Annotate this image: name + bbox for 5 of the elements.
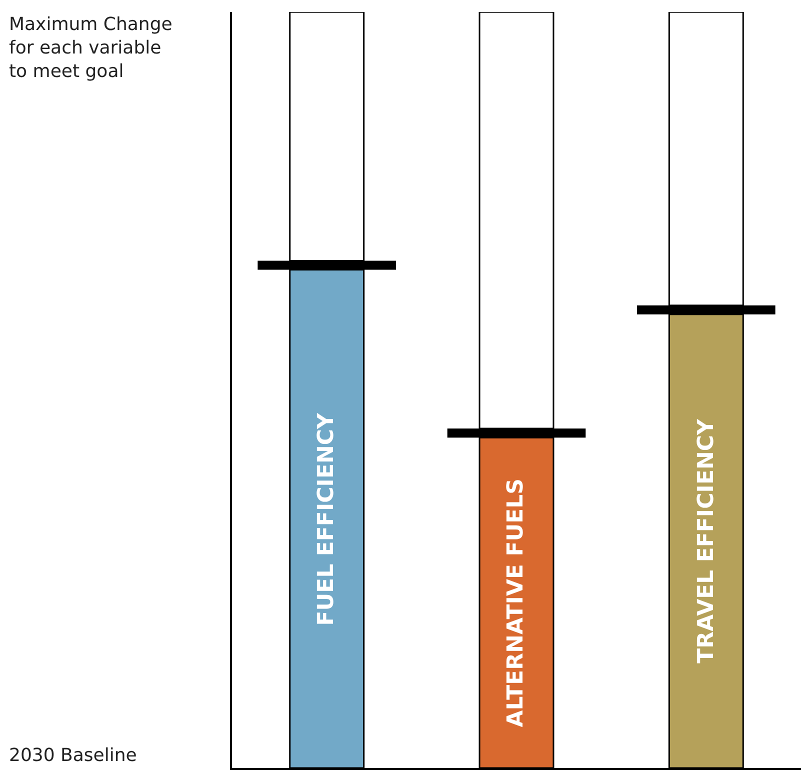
text: 2030 Baseline bbox=[9, 745, 137, 766]
x-tick-label: TRAVEL EFFICIENCY bbox=[694, 418, 719, 664]
x-tick-label: FUEL EFFICIENCY bbox=[314, 412, 339, 626]
x-tick-label: ALTERNATIVE FUELS bbox=[504, 478, 529, 728]
text: Maximum Change for each variable to meet goal bbox=[9, 14, 172, 82]
